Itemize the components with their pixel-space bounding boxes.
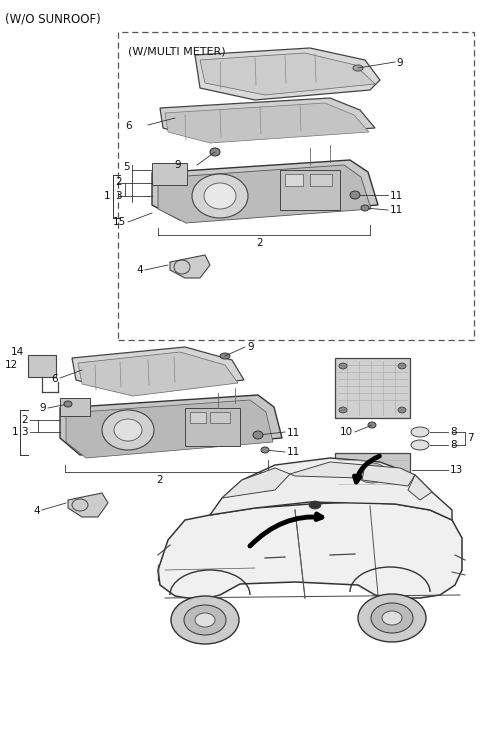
- Polygon shape: [158, 502, 462, 600]
- Ellipse shape: [192, 174, 248, 218]
- Polygon shape: [152, 160, 378, 220]
- Text: 12: 12: [5, 360, 18, 370]
- Polygon shape: [60, 395, 282, 455]
- Polygon shape: [160, 98, 375, 140]
- Text: 11: 11: [287, 447, 300, 457]
- Ellipse shape: [371, 603, 413, 633]
- Bar: [335, 358, 410, 418]
- Ellipse shape: [195, 613, 215, 627]
- Text: 9: 9: [39, 403, 46, 413]
- Polygon shape: [195, 48, 380, 100]
- Ellipse shape: [253, 431, 263, 439]
- Text: (W/MULTI METER): (W/MULTI METER): [128, 46, 226, 56]
- Polygon shape: [200, 53, 375, 95]
- Text: 2: 2: [156, 475, 163, 485]
- Ellipse shape: [204, 183, 236, 209]
- Bar: [28, 355, 56, 377]
- Text: 15: 15: [113, 217, 126, 227]
- Polygon shape: [362, 465, 415, 486]
- Bar: [118, 32, 474, 340]
- Text: 6: 6: [125, 121, 132, 131]
- Text: 11: 11: [390, 205, 403, 215]
- Text: 8: 8: [450, 440, 456, 450]
- Ellipse shape: [210, 148, 220, 156]
- Text: 2: 2: [115, 177, 122, 187]
- Text: 5: 5: [123, 162, 130, 172]
- Text: 3: 3: [115, 191, 122, 201]
- Bar: [280, 170, 340, 210]
- Ellipse shape: [339, 363, 347, 369]
- Bar: [210, 412, 230, 423]
- Polygon shape: [72, 347, 244, 393]
- Ellipse shape: [398, 363, 406, 369]
- Text: 10: 10: [340, 427, 353, 437]
- Ellipse shape: [261, 447, 269, 453]
- Text: 13: 13: [450, 465, 463, 475]
- Ellipse shape: [171, 596, 239, 644]
- Ellipse shape: [361, 205, 369, 211]
- Polygon shape: [165, 103, 369, 143]
- Polygon shape: [170, 255, 210, 278]
- Text: 6: 6: [51, 374, 58, 384]
- Polygon shape: [78, 352, 238, 396]
- Polygon shape: [66, 400, 273, 458]
- Text: 8: 8: [450, 427, 456, 437]
- Ellipse shape: [411, 440, 429, 450]
- Bar: [335, 453, 410, 493]
- Ellipse shape: [382, 611, 402, 625]
- Ellipse shape: [102, 410, 154, 450]
- Ellipse shape: [220, 353, 230, 359]
- Ellipse shape: [357, 463, 387, 483]
- Text: 2: 2: [257, 238, 264, 248]
- Text: (W/O SUNROOF): (W/O SUNROOF): [5, 12, 101, 25]
- Bar: [185, 408, 240, 446]
- Ellipse shape: [368, 422, 376, 428]
- Ellipse shape: [353, 65, 363, 71]
- Polygon shape: [210, 458, 452, 520]
- Ellipse shape: [184, 605, 226, 635]
- Text: 9: 9: [396, 58, 403, 68]
- Bar: [190, 412, 206, 423]
- Bar: [152, 163, 187, 185]
- Bar: [285, 174, 303, 186]
- Polygon shape: [408, 475, 432, 500]
- Bar: [60, 398, 90, 416]
- Ellipse shape: [339, 407, 347, 413]
- Polygon shape: [222, 468, 290, 498]
- Ellipse shape: [358, 594, 426, 642]
- Ellipse shape: [114, 419, 142, 441]
- Ellipse shape: [309, 501, 321, 509]
- Text: 9: 9: [174, 160, 181, 170]
- Ellipse shape: [411, 427, 429, 437]
- Text: 7: 7: [467, 433, 474, 443]
- Ellipse shape: [64, 401, 72, 407]
- Ellipse shape: [398, 407, 406, 413]
- Text: 1: 1: [12, 427, 18, 437]
- Text: 11: 11: [287, 428, 300, 438]
- Text: 1: 1: [103, 191, 110, 201]
- Polygon shape: [158, 165, 371, 223]
- Polygon shape: [68, 493, 108, 517]
- Ellipse shape: [350, 191, 360, 199]
- Text: 11: 11: [390, 191, 403, 201]
- Text: 4: 4: [34, 506, 40, 516]
- Text: 3: 3: [22, 427, 28, 437]
- Text: 14: 14: [11, 347, 24, 357]
- Text: 9: 9: [247, 342, 253, 352]
- Text: 4: 4: [136, 265, 143, 275]
- Text: 2: 2: [22, 415, 28, 425]
- Polygon shape: [290, 462, 365, 478]
- Bar: [310, 174, 332, 186]
